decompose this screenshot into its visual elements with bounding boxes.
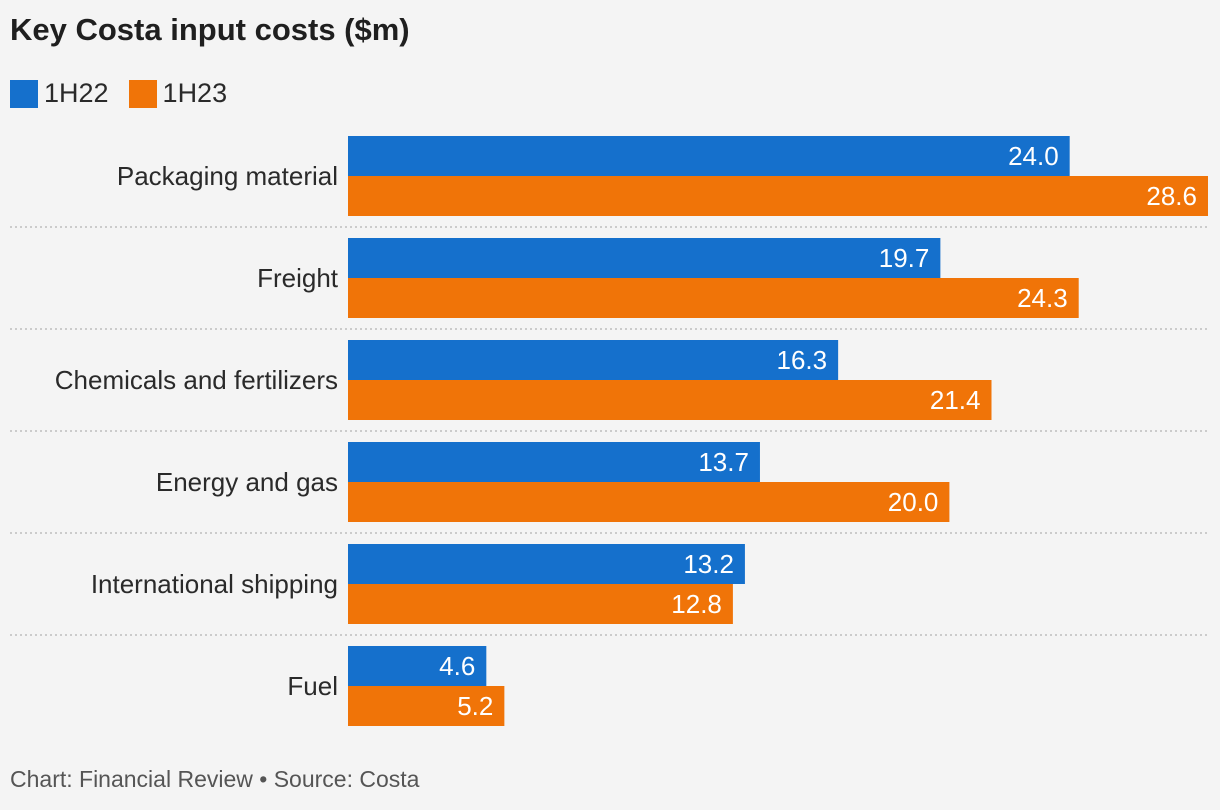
bar-1h23 [348,176,1208,216]
category-label: International shipping [91,569,338,599]
data-label: 21.4 [930,385,981,415]
legend-label-1h22: 1H22 [44,78,109,108]
bar-1h23 [348,686,505,726]
category-label: Fuel [287,671,338,701]
data-label: 20.0 [888,487,939,517]
data-label: 16.3 [777,345,828,375]
data-label: 5.2 [457,691,493,721]
legend: 1H22 1H23 [10,78,247,109]
legend-label-1h23: 1H23 [162,78,228,108]
bar-1h22 [348,340,839,380]
data-label: 28.6 [1146,181,1197,211]
legend-swatch-1h23 [128,79,157,108]
bar-chart: Packaging material 24.0 28.6 Freight 19.7 24.… [10,136,1208,726]
data-label: 12.8 [671,589,722,619]
chart-footer: Chart: Financial Review • Source: Costa [10,766,420,792]
bar-1h23 [348,278,1079,318]
category-label: Energy and gas [156,467,338,497]
bar-1h23 [348,584,733,624]
bar-1h22 [348,136,1070,176]
legend-swatch-1h22 [10,79,38,108]
bar-1h22 [348,442,760,482]
data-label: 19.7 [879,243,930,273]
data-label: 13.7 [698,447,749,477]
data-label: 4.6 [439,651,475,681]
category-label: Chemicals and fertilizers [55,365,338,395]
bar-1h22 [348,544,745,584]
legend-item-1h23: 1H23 [128,78,228,109]
chart-title: Key Costa input costs ($m) [10,12,410,47]
bar-1h22 [348,238,941,278]
bar-1h23 [348,380,992,420]
data-label: 13.2 [683,549,734,579]
bar-1h23 [348,482,950,522]
data-label: 24.3 [1017,283,1068,313]
legend-item-1h22: 1H22 [10,78,109,109]
bar-1h22 [348,646,487,686]
data-label: 24.0 [1008,141,1059,171]
category-label: Packaging material [117,161,338,191]
category-label: Freight [257,263,339,293]
